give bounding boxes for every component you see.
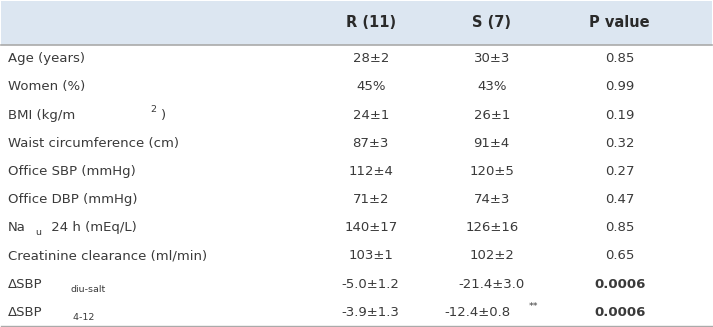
Text: 120±5: 120±5: [469, 165, 514, 178]
Text: Women (%): Women (%): [8, 80, 85, 94]
Text: 0.85: 0.85: [605, 52, 635, 65]
Text: Waist circumference (cm): Waist circumference (cm): [8, 137, 179, 150]
Text: ): ): [161, 109, 166, 122]
Text: 0.85: 0.85: [605, 221, 635, 234]
Text: ΔSBP: ΔSBP: [8, 278, 43, 291]
Text: u: u: [35, 228, 41, 237]
Text: 0.27: 0.27: [605, 165, 635, 178]
Text: 0.19: 0.19: [605, 109, 635, 122]
Text: 87±3: 87±3: [352, 137, 389, 150]
Text: 26±1: 26±1: [473, 109, 510, 122]
Text: Office DBP (mmHg): Office DBP (mmHg): [8, 193, 138, 206]
Text: 0.65: 0.65: [605, 250, 635, 262]
Text: 43%: 43%: [477, 80, 506, 94]
Text: 126±16: 126±16: [465, 221, 518, 234]
Text: 4-12: 4-12: [71, 313, 95, 322]
Text: 140±17: 140±17: [344, 221, 397, 234]
Text: 45%: 45%: [356, 80, 386, 94]
Text: 2: 2: [150, 106, 156, 114]
Text: 0.0006: 0.0006: [594, 278, 645, 291]
Text: 102±2: 102±2: [469, 250, 514, 262]
FancyBboxPatch shape: [1, 1, 712, 45]
Text: R (11): R (11): [346, 15, 396, 30]
Text: 30±3: 30±3: [473, 52, 510, 65]
Text: 71±2: 71±2: [352, 193, 389, 206]
Text: -3.9±1.3: -3.9±1.3: [342, 306, 400, 319]
Text: 0.0006: 0.0006: [594, 306, 645, 319]
Text: P value: P value: [590, 15, 650, 30]
Text: 24 h (mEq/L): 24 h (mEq/L): [47, 221, 137, 234]
Text: 0.99: 0.99: [605, 80, 635, 94]
Text: Age (years): Age (years): [8, 52, 85, 65]
Text: 112±4: 112±4: [348, 165, 393, 178]
Text: 28±2: 28±2: [352, 52, 389, 65]
Text: Creatinine clearance (ml/min): Creatinine clearance (ml/min): [8, 250, 207, 262]
Text: **: **: [528, 301, 538, 311]
Text: ΔSBP: ΔSBP: [8, 306, 43, 319]
Text: 74±3: 74±3: [473, 193, 510, 206]
Text: 24±1: 24±1: [352, 109, 389, 122]
Text: Na: Na: [8, 221, 26, 234]
Text: S (7): S (7): [472, 15, 511, 30]
Text: -5.0±1.2: -5.0±1.2: [342, 278, 400, 291]
Text: Office SBP (mmHg): Office SBP (mmHg): [8, 165, 135, 178]
Text: 103±1: 103±1: [348, 250, 393, 262]
Text: -12.4±0.8: -12.4±0.8: [444, 306, 511, 319]
Text: 0.32: 0.32: [605, 137, 635, 150]
Text: BMI (kg/m: BMI (kg/m: [8, 109, 75, 122]
Text: diu-salt: diu-salt: [71, 284, 106, 294]
Text: 91±4: 91±4: [473, 137, 510, 150]
Text: 0.47: 0.47: [605, 193, 635, 206]
Text: -21.4±3.0: -21.4±3.0: [458, 278, 525, 291]
